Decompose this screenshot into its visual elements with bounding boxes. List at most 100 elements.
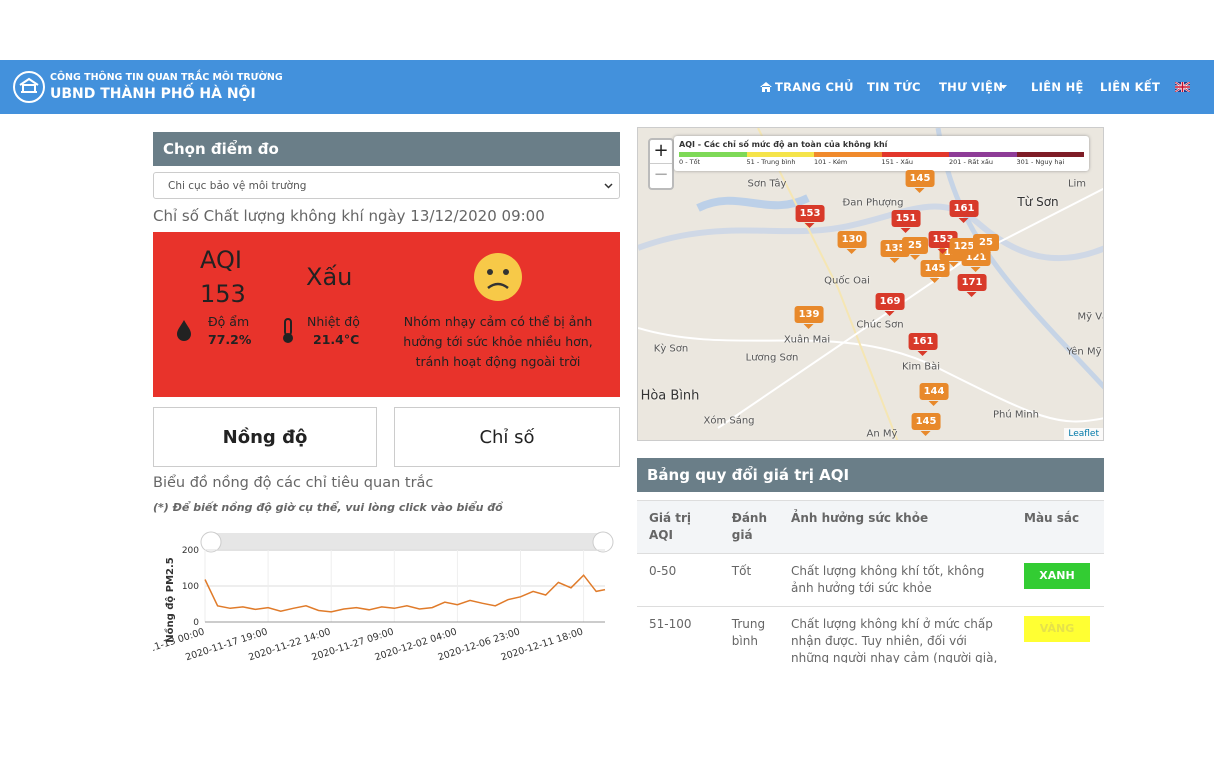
nav-link[interactable]: TRANG CHỦ <box>775 80 854 94</box>
temperature-icon <box>283 318 293 343</box>
place-label: An Mỹ <box>866 428 898 440</box>
sad-face <box>474 253 522 301</box>
site-subtitle: CÔNG THÔNG TIN QUAN TRẮC MÔI TRƯỜNG <box>50 72 283 83</box>
legend-label: 101 - Kém <box>814 158 848 166</box>
legend-swatch <box>949 152 1017 157</box>
table-heading: Bảng quy đổi giá trị AQI <box>637 458 1104 492</box>
table-cell: Chất lượng không khí ở mức chấp nhận đượ… <box>779 606 1012 663</box>
aqi-card: AQI 153 Xấu Độ ẩm 77.2% Nhiệt độ 21.4°C … <box>153 232 620 397</box>
temperature-label: Nhiệt độ <box>307 314 360 329</box>
table-header-row: Giá trị AQI Đánh giá Ảnh hưởng sức khỏe Màu… <box>637 500 1104 554</box>
chart-note: (*) Để biết nồng độ giờ cụ thể, vui lòng… <box>153 501 503 514</box>
navigator-track <box>205 533 605 551</box>
station-select[interactable]: Chi cục bảo vệ môi trường <box>153 172 620 199</box>
place-label: Từ Sơn <box>1017 195 1059 209</box>
logo <box>13 71 45 103</box>
legend-label: 151 - Xấu <box>881 158 913 166</box>
map-attribution[interactable]: Leaflet <box>1064 428 1103 440</box>
map-marker[interactable]: 161 <box>908 333 938 356</box>
table-header-cell: Đánh giá <box>719 500 780 554</box>
legend-title: AQI - Các chỉ số mức độ an toàn của khôn… <box>679 140 888 149</box>
place-label: Lương Sơn <box>745 352 799 364</box>
home-icon <box>760 82 772 92</box>
table-cell: Chất lượng không khí tốt, không ảnh hưởn… <box>779 553 1012 607</box>
map-base <box>638 128 1103 440</box>
legend-label: 0 - Tốt <box>679 158 701 166</box>
color-tag: XANH <box>1024 563 1090 589</box>
nav-link[interactable]: LIÊN KẾT <box>1100 80 1161 94</box>
map-marker[interactable]: 151 <box>891 210 921 233</box>
select-arrow <box>604 183 613 189</box>
place-label: Yên Mỹ <box>1066 346 1102 358</box>
site-title: UBND THÀNH PHỐ HÀ NỘI <box>50 86 256 102</box>
table-cell: XANH <box>1012 553 1104 607</box>
table-row: 51-100 Trung bình Chất lượng không khí ở m… <box>637 606 1104 663</box>
table-wrap: Giá trị AQI Đánh giá Ảnh hưởng sức khỏe Màu… <box>637 500 1104 663</box>
table-cell: 51-100 <box>637 606 720 663</box>
y-axis-label: Nồng độ PM2.5 <box>163 557 176 643</box>
map-legend: AQI - Các chỉ số mức độ an toàn của khôn… <box>674 136 1089 171</box>
legend-label: 51 - Trung bình <box>746 158 796 166</box>
legend-swatch <box>881 152 949 157</box>
legend-item: 0 - Tốt <box>679 152 747 166</box>
legend-swatch <box>679 152 747 157</box>
map-marker[interactable]: 125 <box>949 238 979 261</box>
station-heading: Chọn điểm đo <box>153 132 620 166</box>
legend-scale: 0 - Tốt 51 - Trung bình 101 - Kém 151 - Xấu… <box>679 152 1084 166</box>
map-marker[interactable]: 145 <box>911 413 941 436</box>
map-marker[interactable]: 169 <box>875 293 905 316</box>
header-bar <box>0 60 1214 114</box>
place-label: Mỹ Văn <box>1077 311 1103 323</box>
zoom-in[interactable]: + <box>650 140 672 164</box>
legend-swatch <box>814 152 882 157</box>
place-label: Kim Bài <box>901 361 941 373</box>
map-marker[interactable]: 139 <box>794 306 824 329</box>
navigator-handle <box>592 531 614 553</box>
humidity-value: 77.2% <box>208 332 252 347</box>
pm25-line <box>204 574 606 613</box>
zoom-out[interactable]: − <box>653 164 669 185</box>
legend-swatch <box>746 152 814 157</box>
place-label: Chúc Sơn <box>856 319 904 331</box>
table-row: 0-50 Tốt Chất lượng không khí tốt, không ả… <box>637 553 1104 607</box>
legend-item: 101 - Kém <box>814 152 882 166</box>
select-value: Chi cục bảo vệ môi trường <box>168 180 307 192</box>
place-label: Đan Phượng <box>842 197 904 209</box>
place-label: Phú Minh <box>993 409 1039 421</box>
map-marker[interactable]: 145 <box>920 260 950 283</box>
place-label: Quốc Oai <box>824 275 870 287</box>
map-marker[interactable]: 144 <box>919 383 949 406</box>
nav-link[interactable]: THƯ VIỆN <box>939 80 1004 94</box>
table-cell: Tốt <box>719 553 780 607</box>
place-label: Lim <box>1067 178 1087 190</box>
map-marker[interactable]: 25 <box>902 237 928 260</box>
nav-link[interactable]: TIN TỨC <box>867 80 921 94</box>
aqi-caption: Chỉ số Chất lượng không khí ngày 13/12/2… <box>153 207 545 225</box>
aqi-message: Nhóm nhạy cảm có thể bị ảnh hưởng tới sứ… <box>403 314 593 369</box>
map-marker[interactable]: 25 <box>973 234 999 257</box>
flag-uk[interactable] <box>1175 82 1190 92</box>
place-label: Sơn Tây <box>747 178 787 190</box>
legend-swatch <box>1016 152 1084 157</box>
map-marker[interactable]: 153 <box>795 205 825 228</box>
map-marker[interactable]: 171 <box>957 274 987 297</box>
map-marker[interactable]: 161 <box>949 200 979 223</box>
map[interactable]: + − AQI - Các chỉ số mức độ an toàn của … <box>637 127 1104 441</box>
table-header-cell: Màu sắc <box>1012 500 1104 554</box>
aqi-value: 153 <box>200 280 246 308</box>
map-marker[interactable]: 145 <box>905 170 935 193</box>
table-cell: 0-50 <box>637 553 720 607</box>
nav-link[interactable]: LIÊN HỆ <box>1031 80 1084 94</box>
table-cell: VÀNG <box>1012 606 1104 663</box>
legend-item: 51 - Trung bình <box>746 152 814 166</box>
tab-index[interactable]: Chỉ số <box>394 407 620 467</box>
caret <box>1000 85 1007 89</box>
tab-concentration[interactable]: Nồng độ <box>153 407 377 467</box>
legend-item: 301 - Nguy hại <box>1016 152 1084 166</box>
place-label: Xuân Mai <box>783 334 831 346</box>
map-marker[interactable]: 130 <box>837 231 867 254</box>
y-tick-label: 200 <box>182 546 199 556</box>
table-cell: Trung bình <box>719 606 780 663</box>
aqi-table: Giá trị AQI Đánh giá Ảnh hưởng sức khỏe Màu… <box>637 500 1104 663</box>
